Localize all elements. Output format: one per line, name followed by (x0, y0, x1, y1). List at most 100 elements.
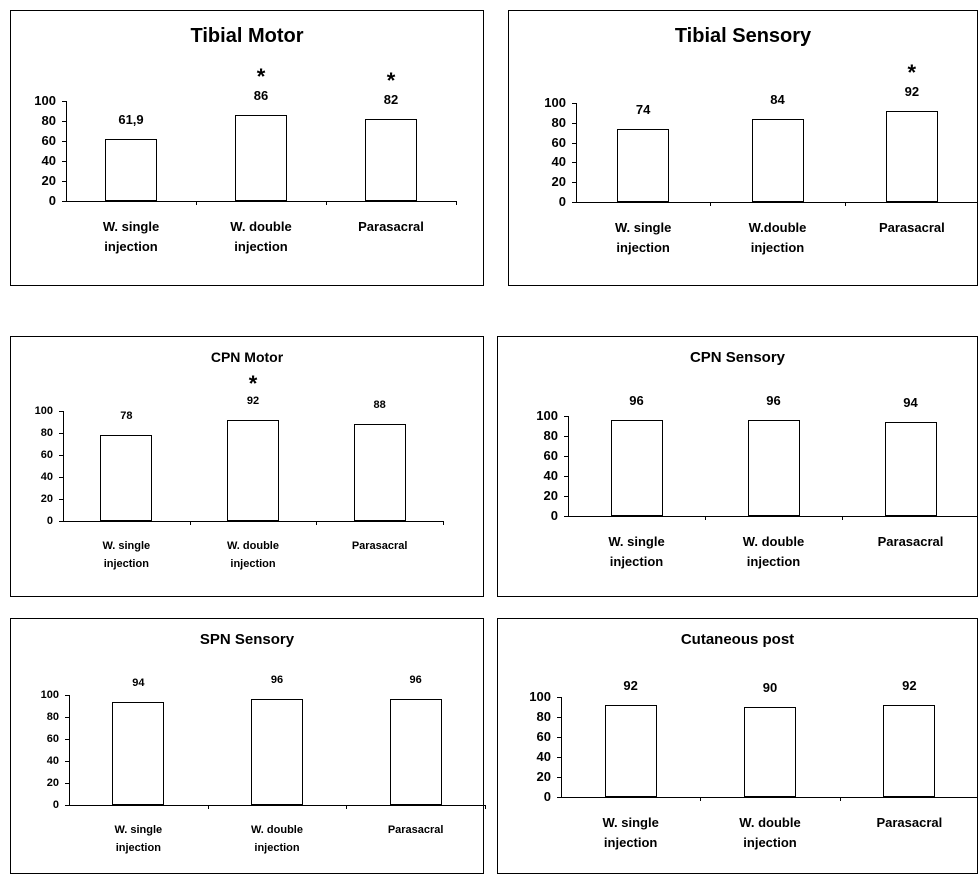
y-tick (65, 695, 69, 696)
y-tick-label: 60 (46, 733, 59, 745)
value-label: 82 (383, 92, 399, 107)
y-tick-label: 20 (40, 493, 53, 505)
value-label: 94 (903, 395, 918, 410)
x-tick (326, 201, 327, 205)
y-tick (59, 433, 63, 434)
y-tick-label: 40 (536, 749, 551, 764)
y-tick-label: 80 (46, 711, 59, 723)
x-axis (557, 797, 978, 798)
x-axis (59, 521, 443, 522)
bar (744, 707, 796, 797)
x-axis (62, 201, 456, 202)
y-tick-label: 40 (551, 154, 566, 170)
value-label: 92 (902, 678, 917, 693)
x-tick-label: W.double injection (748, 220, 807, 255)
y-tick (557, 757, 561, 758)
x-tick-label: W. double injection (742, 534, 805, 569)
y-tick-label: 100 (40, 689, 59, 701)
value-label: 92 (623, 678, 638, 693)
y-tick (62, 121, 66, 122)
y-axis (576, 103, 577, 202)
x-tick-label: W. single injection (602, 815, 659, 850)
y-tick (572, 202, 576, 203)
y-tick (62, 181, 66, 182)
y-tick-label: 40 (46, 755, 59, 767)
y-tick-label: 0 (543, 789, 551, 804)
significance-marker: * (386, 68, 396, 93)
y-tick (65, 739, 69, 740)
y-tick-label: 40 (40, 471, 53, 483)
x-tick-label: W. double injection (739, 815, 801, 850)
x-tick-label: W. double injection (230, 219, 292, 254)
y-tick-label: 40 (543, 468, 558, 483)
y-tick (572, 182, 576, 184)
y-tick-label: 40 (41, 153, 56, 168)
y-tick (62, 101, 66, 102)
x-tick (700, 797, 702, 801)
y-tick-label: 0 (550, 508, 558, 523)
x-tick-label: Parasacral (878, 220, 945, 235)
bar (251, 699, 303, 805)
y-tick (564, 476, 568, 477)
y-tick (62, 161, 66, 162)
y-tick (557, 797, 561, 798)
y-tick-label: 60 (40, 449, 53, 461)
chart-title: SPN Sensory (199, 631, 295, 648)
y-tick (564, 436, 568, 437)
bar (747, 420, 800, 516)
y-axis (561, 697, 562, 797)
y-tick (65, 805, 69, 806)
x-tick (346, 805, 348, 809)
x-tick-label: W. single injection (608, 534, 665, 569)
value-label: 96 (270, 674, 284, 687)
y-tick (564, 516, 568, 517)
y-tick-label: 100 (34, 93, 56, 108)
chart-title: CPN Motor (210, 349, 284, 365)
bar (751, 118, 804, 202)
y-tick (557, 777, 561, 778)
bar (112, 701, 165, 805)
chart-panel: SPN Sensory 0 20 40 60 80 100 W. single injecti… (10, 618, 486, 874)
value-label: 96 (409, 674, 422, 687)
x-tick (316, 521, 318, 525)
bar (610, 420, 663, 516)
y-tick-label: 0 (558, 194, 566, 209)
y-tick (62, 141, 66, 142)
y-tick (59, 521, 63, 522)
x-axis (572, 202, 978, 203)
x-tick (844, 202, 846, 206)
x-tick-label: Parasacral (876, 815, 943, 830)
x-tick-label: W. single injection (614, 220, 672, 255)
x-tick-label: W. single injection (102, 540, 151, 570)
value-label: 92 (904, 83, 920, 99)
bar (365, 119, 417, 201)
value-label: 84 (770, 91, 785, 107)
y-tick (62, 201, 66, 202)
x-tick-label: W. double injection (227, 540, 279, 570)
value-label: 61,9 (118, 112, 144, 128)
bar (235, 115, 287, 201)
chart-panel: Tibial Motor 0 20 40 60 80 100 W. single inject… (10, 10, 484, 286)
y-tick-label: 0 (52, 799, 59, 811)
x-tick (842, 516, 843, 520)
y-tick (65, 783, 69, 784)
value-label: 74 (635, 101, 651, 117)
value-label: 96 (629, 393, 644, 408)
y-axis (568, 416, 569, 516)
value-label: 96 (766, 393, 781, 408)
y-tick-label: 80 (543, 428, 558, 443)
y-tick (564, 456, 568, 457)
significance-marker: * (256, 64, 266, 89)
y-tick-label: 20 (551, 174, 566, 190)
y-tick (59, 499, 63, 500)
x-tick (705, 516, 706, 520)
bar (883, 705, 936, 797)
x-tick (189, 521, 191, 525)
bar (885, 110, 938, 202)
bar (389, 699, 442, 805)
x-axis (564, 516, 978, 517)
y-axis (63, 411, 64, 521)
chart-title: Tibial Sensory (674, 25, 812, 47)
significance-marker: * (248, 370, 258, 396)
bar (227, 419, 279, 521)
